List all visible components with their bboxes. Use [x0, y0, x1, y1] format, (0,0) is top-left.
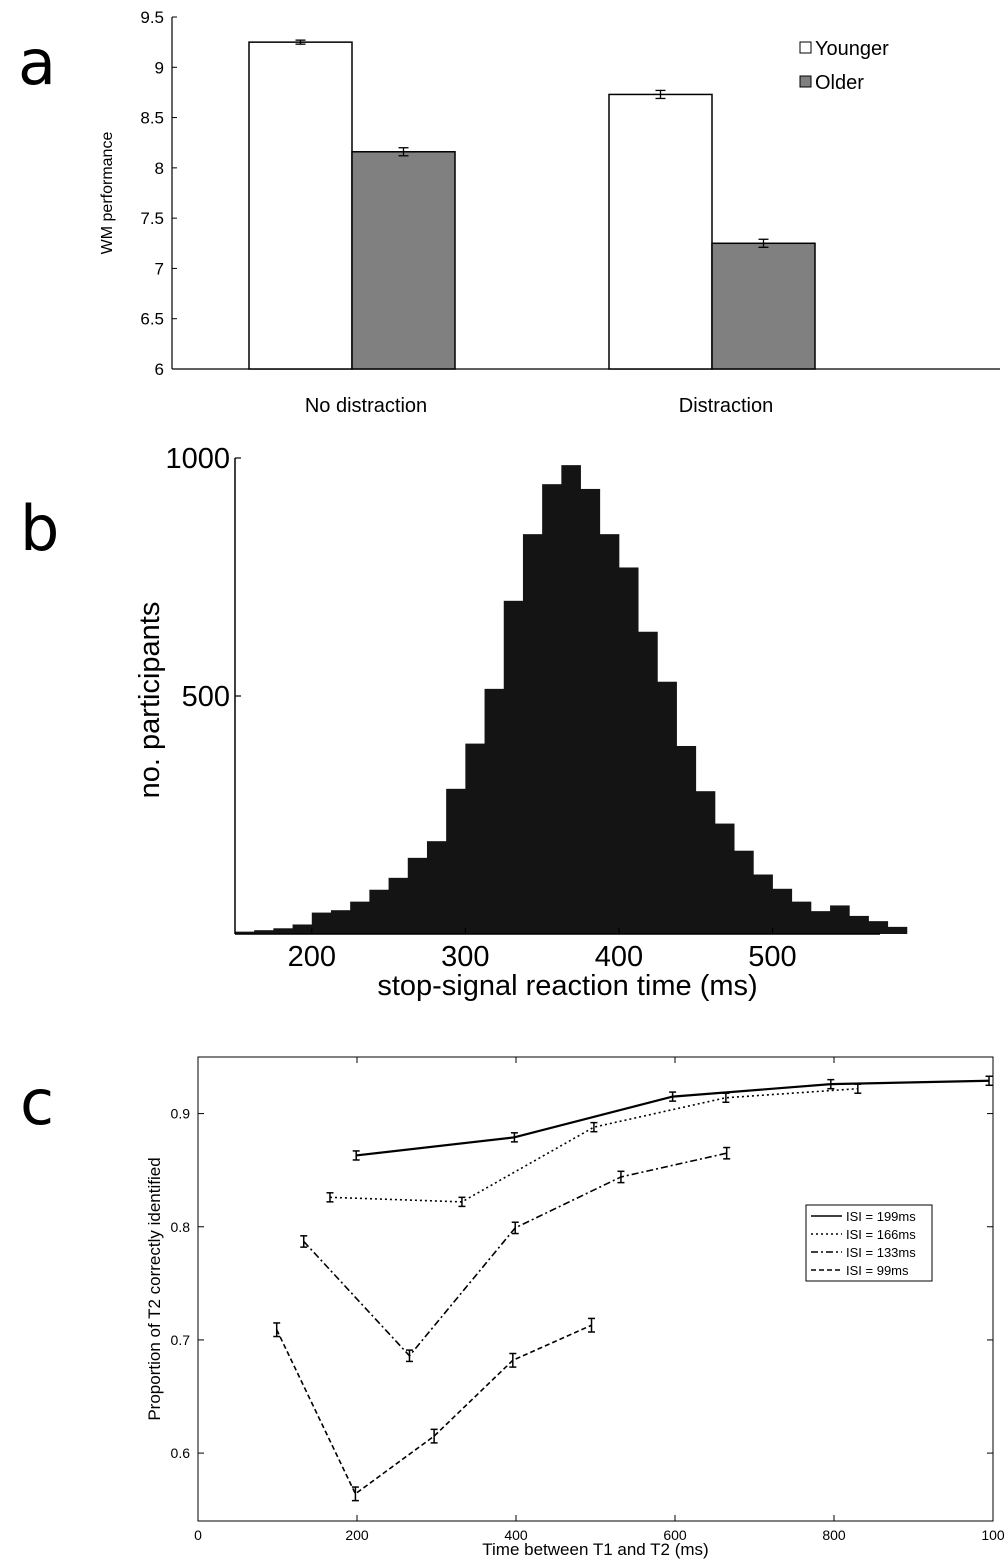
histogram-bar: [695, 791, 716, 934]
y-tick-label: 6: [155, 360, 164, 379]
bar-older: [711, 242, 816, 370]
x-tick-label: 0: [194, 1527, 202, 1543]
y-tick-label: 7.5: [140, 209, 164, 228]
x-tick-label: 200: [288, 941, 336, 973]
histogram-bar: [638, 631, 658, 934]
histogram-bar: [235, 931, 255, 934]
panel-label-c: c: [20, 1066, 55, 1139]
y-axis-label: Proportion of T2 correctly identified: [145, 1157, 164, 1420]
histogram-bar: [350, 901, 370, 934]
histogram-bar: [887, 926, 908, 934]
legend-entry: ISI = 166ms: [846, 1227, 916, 1242]
legend-entry: ISI = 199ms: [846, 1209, 916, 1224]
x-axis-label: Time between T1 and T2 (ms): [482, 1540, 708, 1559]
y-tick-label: 0.9: [171, 1106, 191, 1122]
x-tick-label: 500: [748, 941, 796, 973]
histogram-bar: [503, 600, 524, 934]
y-tick-label: 6.5: [140, 310, 164, 329]
histogram-bar: [657, 681, 677, 934]
histogram-bar: [791, 901, 812, 934]
histogram-bar: [830, 905, 850, 934]
histogram-bar: [388, 877, 409, 934]
histogram-bar: [676, 745, 697, 934]
chart-c: 0.6 0.7 0.8 0.9 0 200 400 600 800 100 Time between…: [145, 1056, 1005, 1559]
bar-older: [351, 151, 456, 370]
legend-entry: ISI = 99ms: [846, 1263, 909, 1278]
series-line-3: [303, 1152, 727, 1357]
x-tick-label: 600: [663, 1527, 687, 1543]
y-tick-label: 0.8: [171, 1219, 191, 1235]
y-axis-label: no. participants: [134, 602, 166, 799]
histogram-bar: [292, 924, 313, 934]
histogram-bar: [426, 841, 447, 934]
series-line-2: [329, 1087, 858, 1203]
legend-swatch: [799, 41, 812, 54]
y-tick-label: 0.6: [171, 1445, 191, 1461]
histogram-bar: [810, 911, 831, 934]
y-axis-label: WM performance: [99, 132, 116, 255]
y-tick-label: 9: [155, 58, 164, 77]
legend-entry: ISI = 133ms: [846, 1245, 916, 1260]
x-axis-label: stop-signal reaction time (ms): [377, 970, 757, 1002]
histogram-bar: [753, 874, 773, 934]
histogram-bar: [330, 910, 351, 934]
histogram-bar: [580, 488, 601, 934]
y-tick-label: 500: [182, 681, 230, 713]
legend-box: [805, 1204, 933, 1282]
histogram-bar: [311, 912, 332, 934]
histogram-bar: [868, 921, 889, 934]
histogram-bar: [599, 534, 620, 934]
histogram-bar: [254, 930, 274, 934]
x-tick-label: 800: [822, 1527, 846, 1543]
histogram-bar: [522, 534, 543, 934]
x-category-label: No distraction: [305, 395, 427, 417]
chart-a: 6 6.5 7 7.5 8 8.5 9 9.5 No distraction Distractio…: [99, 8, 1000, 417]
series-line-4: [275, 1324, 592, 1496]
histogram-bar: [407, 857, 428, 934]
y-tick-label: 8.5: [140, 109, 164, 128]
y-tick-label: 9.5: [140, 8, 164, 27]
y-tick-label: 7: [155, 259, 164, 278]
histogram-bar: [714, 823, 735, 934]
x-tick-label: 100: [981, 1527, 1005, 1543]
legend-swatch: [799, 75, 812, 88]
x-tick-label: 200: [345, 1527, 369, 1543]
histogram-bar: [273, 928, 293, 934]
plot-frame: [197, 1056, 994, 1522]
y-tick-label: 8: [155, 159, 164, 178]
histogram-bar: [849, 915, 869, 934]
panel-label-b: b: [20, 492, 60, 565]
histogram-bar: [369, 889, 389, 934]
x-tick-label: 400: [504, 1527, 528, 1543]
legend-entry: Younger: [815, 38, 889, 60]
x-category-label: Distraction: [679, 395, 773, 417]
bar-younger: [248, 41, 353, 370]
y-tick-label: 0.7: [171, 1332, 191, 1348]
histogram-bar: [734, 850, 754, 934]
histogram-bar: [484, 688, 505, 934]
histogram-bar: [618, 567, 639, 934]
x-tick-label: 300: [441, 941, 489, 973]
histogram-bar: [465, 743, 485, 934]
legend-entry: Older: [815, 72, 864, 94]
histogram-bar: [772, 888, 793, 934]
y-tick-label: 1000: [165, 443, 230, 475]
histogram-bar: [561, 465, 581, 934]
bar-younger: [608, 93, 713, 370]
histogram-bar: [542, 484, 562, 934]
x-tick-label: 400: [595, 941, 643, 973]
panel-label-a: a: [18, 26, 56, 99]
histogram-bar: [446, 788, 466, 934]
